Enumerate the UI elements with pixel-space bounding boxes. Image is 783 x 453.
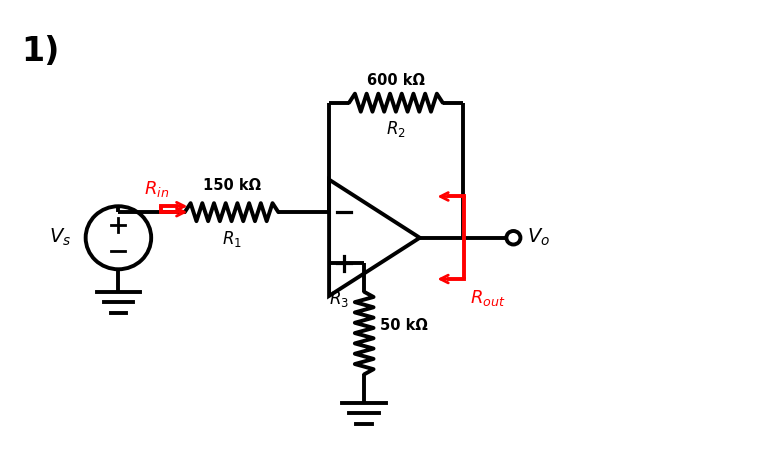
- Text: $R_1$: $R_1$: [222, 229, 241, 249]
- Text: $R_{out}$: $R_{out}$: [471, 288, 506, 308]
- Text: 600 kΩ: 600 kΩ: [367, 72, 425, 88]
- Text: $V_o$: $V_o$: [528, 227, 550, 248]
- Text: 1): 1): [21, 35, 60, 68]
- Text: $R_2$: $R_2$: [386, 119, 406, 139]
- Text: 50 kΩ: 50 kΩ: [380, 318, 428, 333]
- Text: $R_{in}$: $R_{in}$: [144, 178, 169, 199]
- Text: $R_3$: $R_3$: [329, 289, 348, 309]
- Text: $V_s$: $V_s$: [49, 227, 71, 248]
- Text: 150 kΩ: 150 kΩ: [203, 178, 261, 193]
